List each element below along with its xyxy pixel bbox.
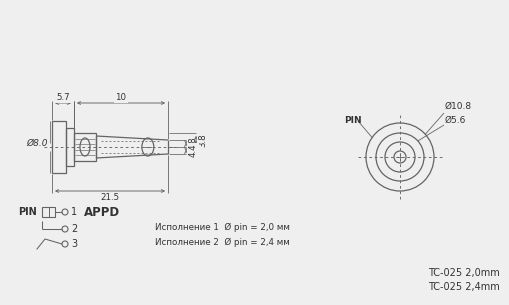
Text: 10: 10 — [115, 92, 126, 102]
Text: 2: 2 — [71, 224, 77, 234]
Text: 5.7: 5.7 — [56, 92, 70, 102]
Text: Ø8.0: Ø8.0 — [26, 138, 48, 148]
Text: 2.8: 2.8 — [188, 137, 197, 150]
Text: 3.8: 3.8 — [198, 133, 207, 147]
Text: Исполнение 2  Ø pin = 2,4 мм: Исполнение 2 Ø pin = 2,4 мм — [155, 237, 289, 246]
Text: 3: 3 — [71, 239, 77, 249]
Text: 21.5: 21.5 — [100, 193, 119, 203]
Text: PIN: PIN — [344, 116, 361, 124]
Text: Ø5.6: Ø5.6 — [444, 116, 465, 125]
Text: TC-025 2,0mm: TC-025 2,0mm — [428, 268, 499, 278]
Bar — [42, 207, 55, 217]
Text: 1: 1 — [71, 207, 77, 217]
Text: 4.4: 4.4 — [188, 144, 197, 157]
Text: Исполнение 1  Ø pin = 2,0 мм: Исполнение 1 Ø pin = 2,0 мм — [155, 222, 289, 231]
Text: Ø10.8: Ø10.8 — [444, 102, 471, 111]
Text: PIN: PIN — [18, 207, 37, 217]
Bar — [66, 128, 74, 166]
Text: APPD: APPD — [84, 206, 120, 218]
Text: TC-025 2,4mm: TC-025 2,4mm — [428, 282, 499, 292]
Bar — [52, 121, 66, 173]
Bar — [74, 133, 96, 161]
